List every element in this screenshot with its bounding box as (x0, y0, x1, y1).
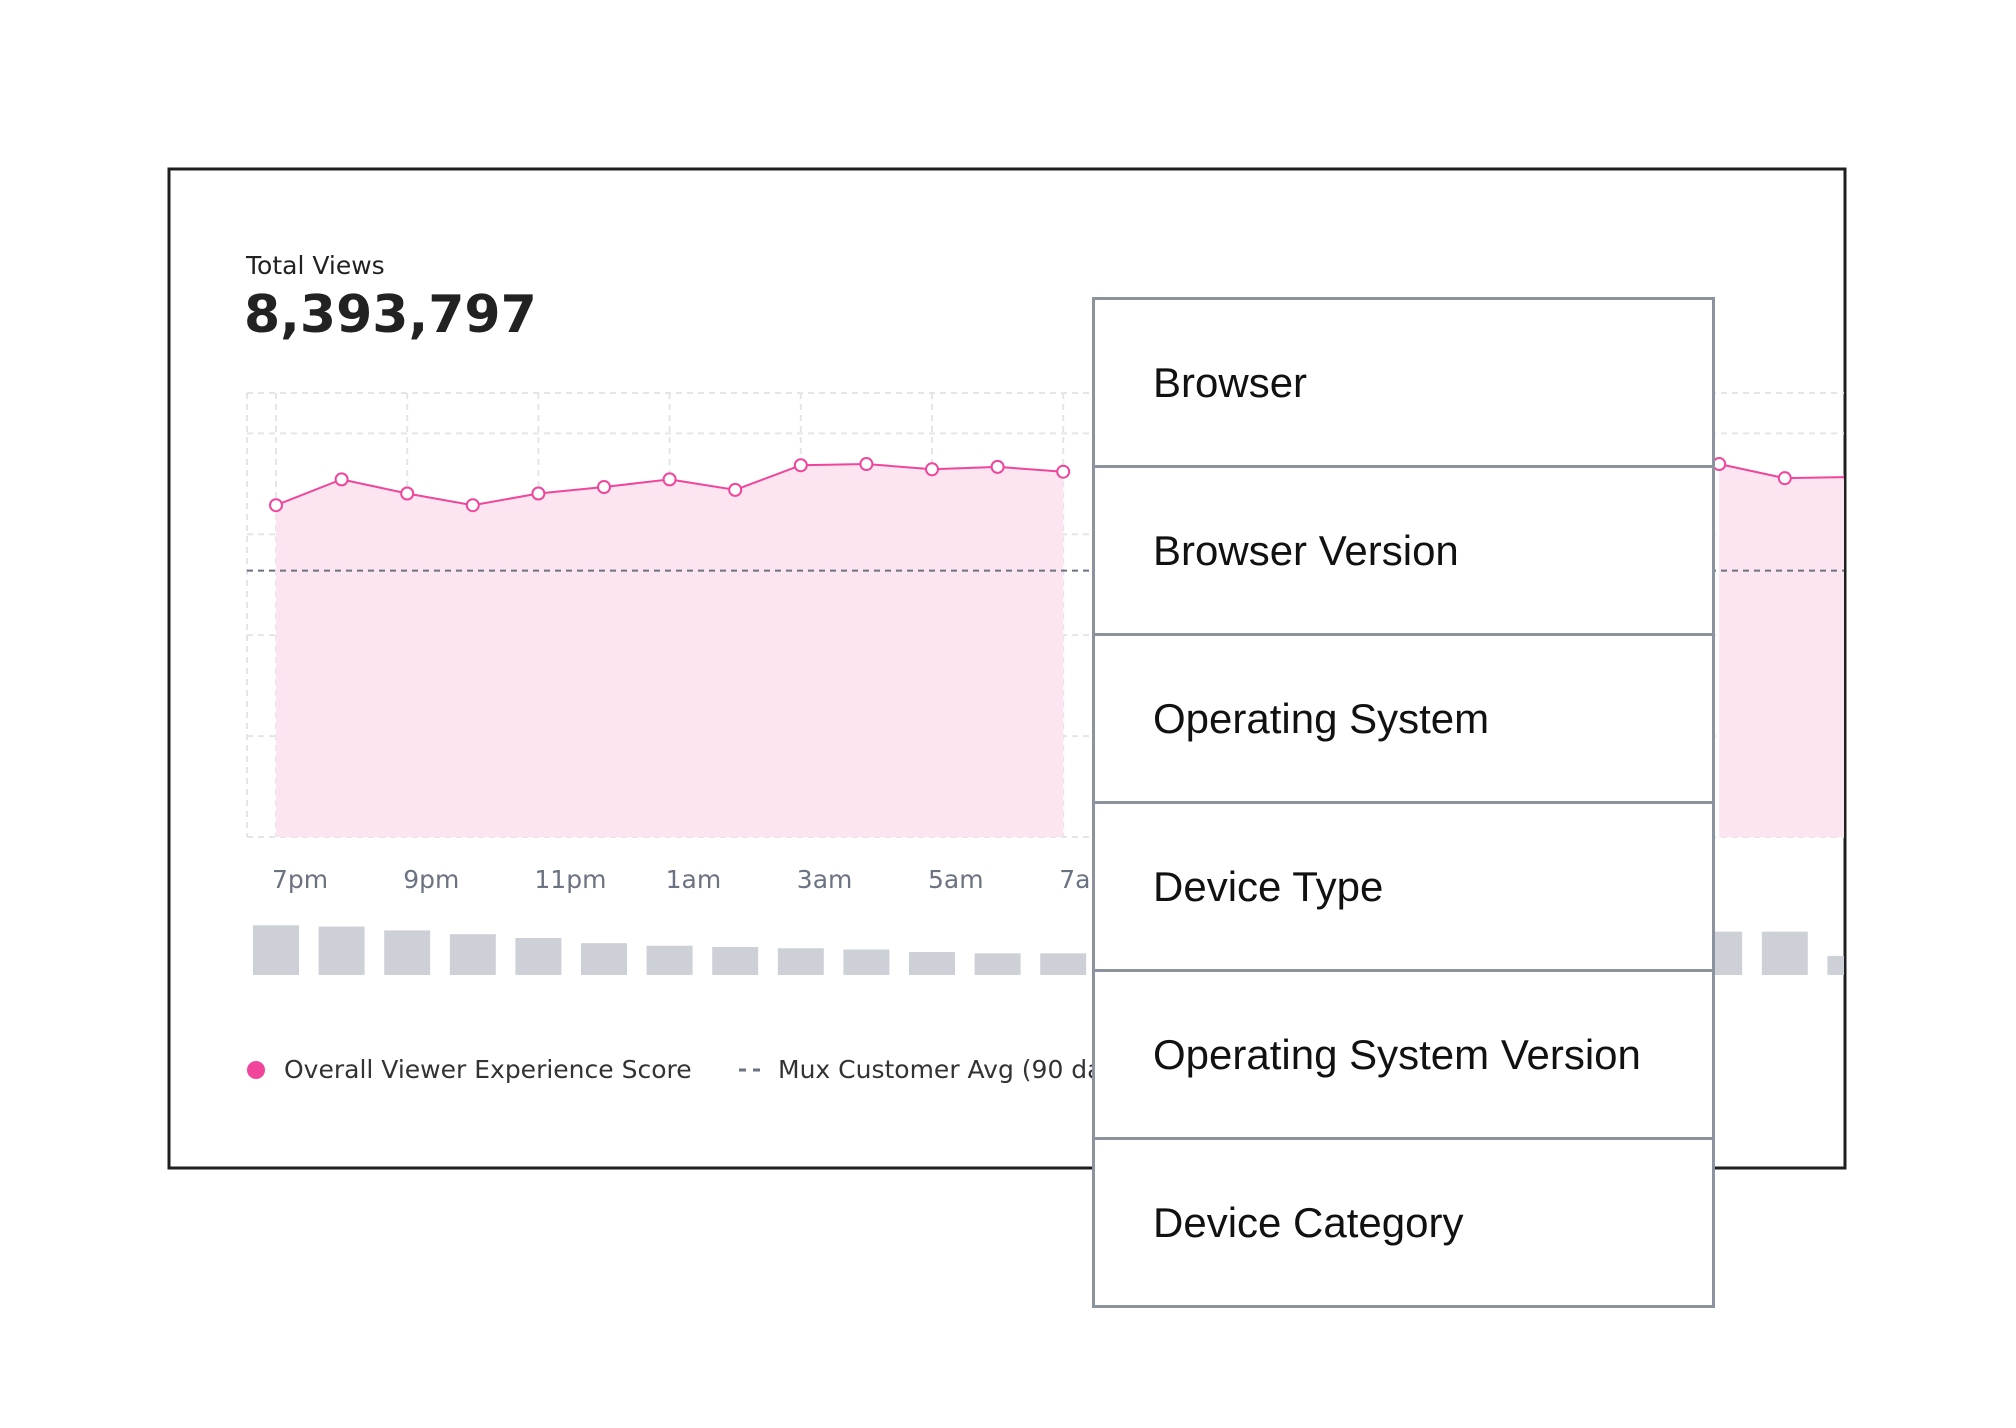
point (1777, 471, 1792, 486)
point (728, 482, 743, 497)
point (793, 458, 808, 473)
point (269, 498, 283, 513)
volume-bar (318, 926, 365, 975)
x-tick-label: 9pm (403, 865, 459, 894)
legend-swatch (247, 1061, 265, 1079)
menu-item[interactable]: Browser (1095, 300, 1712, 468)
x-tick-label: 3am (797, 865, 853, 894)
dimension-menu: Browser Browser Version Operating System De… (1092, 297, 1715, 1308)
volume-bar (384, 930, 431, 975)
area-fill (276, 464, 1844, 837)
point (531, 486, 546, 501)
point (990, 459, 1005, 474)
point (334, 472, 349, 487)
point (400, 486, 415, 501)
volume-bar (449, 934, 496, 975)
legend-label: Overall Viewer Experience Score (284, 1055, 692, 1084)
volume-bar (515, 938, 562, 975)
menu-item[interactable]: Device Category (1095, 1140, 1712, 1308)
volume-bar (712, 946, 759, 975)
point (925, 462, 939, 477)
volume-bar (777, 948, 824, 975)
volume-bar (843, 949, 890, 975)
metric-label: Total Views (245, 251, 385, 280)
volume-bar (646, 945, 693, 975)
x-tick-label: 5am (928, 865, 984, 894)
menu-item[interactable]: Browser Version (1095, 468, 1712, 636)
menu-item[interactable]: Device Type (1095, 804, 1712, 972)
point (597, 480, 611, 495)
volume-bar (581, 943, 627, 975)
volume-bar (253, 925, 299, 975)
metric-value: 8,393,797 (244, 285, 537, 345)
point (1712, 457, 1727, 472)
volume-bar (1827, 955, 1844, 975)
volume-bar (1040, 953, 1087, 975)
x-tick-label: 11pm (534, 865, 606, 894)
volume-bar (909, 952, 955, 975)
point (1056, 464, 1071, 479)
menu-item[interactable]: Operating System (1095, 636, 1712, 804)
point (465, 498, 480, 513)
volume-bar (974, 953, 1021, 975)
x-tick-label: 1am (666, 865, 722, 894)
volume-bar (1761, 931, 1808, 975)
point (662, 472, 677, 487)
menu-item[interactable]: Operating System Version (1095, 972, 1712, 1140)
x-tick-label: 7pm (272, 865, 328, 894)
point (859, 457, 874, 472)
legend-label: Mux Customer Avg (90 days) (778, 1055, 1140, 1084)
